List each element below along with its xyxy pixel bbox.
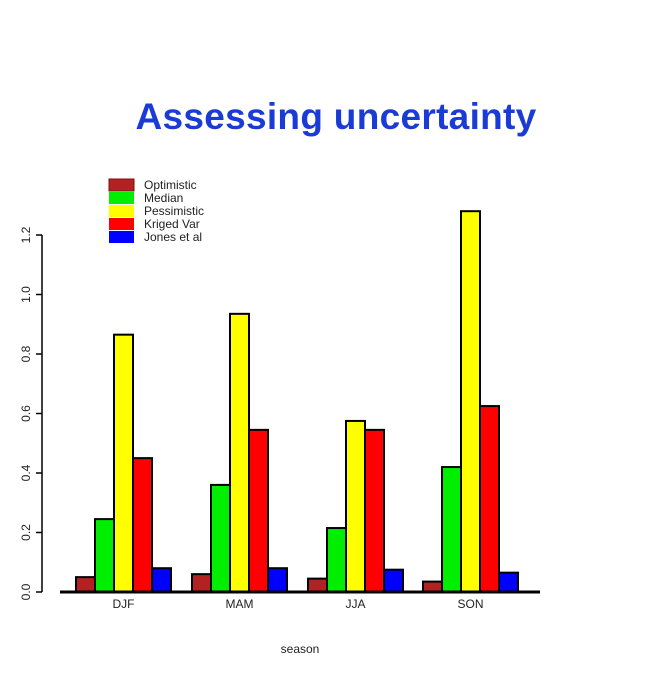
y-tick-label: 1.2 — [19, 226, 33, 243]
legend-label-pessimistic: Pessimistic — [144, 204, 204, 218]
bar-pessimistic-jja — [345, 419, 366, 593]
y-tick-label: 0.0 — [19, 583, 33, 600]
legend-swatch-kriged-var — [109, 218, 134, 230]
x-tick-label-djf: DJF — [113, 597, 135, 611]
legend-label-median: Median — [144, 191, 183, 205]
bar-median-mam — [210, 483, 231, 593]
slide-title: Assessing uncertainty — [135, 96, 537, 137]
bar-kriged-var-djf — [132, 457, 153, 593]
bar-median-djf — [94, 518, 115, 593]
bar-pessimistic-djf — [113, 333, 134, 593]
legend-swatch-jones-et-al — [109, 231, 134, 243]
bar-pessimistic-son — [460, 210, 481, 593]
y-tick-label: 0.4 — [19, 464, 33, 481]
legend-swatch-optimistic — [108, 178, 135, 192]
bar-median-son — [441, 466, 462, 593]
bar-optimistic-son — [422, 580, 443, 594]
legend-label-optimistic: Optimistic — [144, 178, 197, 192]
legend-swatch-pessimistic — [109, 205, 134, 217]
bar-kriged-var-mam — [248, 428, 269, 593]
bar-optimistic-djf — [75, 576, 96, 593]
legend-swatch-median — [109, 192, 134, 204]
bar-median-jja — [326, 527, 347, 593]
bar-jones-et-al-jja — [383, 568, 404, 593]
x-axis-title: season — [281, 642, 320, 656]
y-tick-label: 0.6 — [19, 405, 33, 422]
x-tick-label-son: SON — [457, 597, 483, 611]
bar-jones-et-al-mam — [267, 567, 288, 594]
bar-pessimistic-mam — [229, 312, 250, 593]
bar-jones-et-al-son — [498, 571, 519, 593]
x-tick-label-mam: MAM — [226, 597, 254, 611]
axes-group: 0.0 0.2 0.4 0.6 0.8 1.0 1.2 DJF MAM JJA SON season — [19, 226, 540, 656]
bar-optimistic-jja — [307, 577, 328, 593]
legend-label-jones-et-al: Jones et al — [144, 230, 202, 244]
bar-kriged-var-son — [479, 405, 500, 593]
bar-jones-et-al-djf — [151, 567, 172, 594]
y-tick-label: 0.2 — [19, 524, 33, 541]
legend-label-kriged-var: Kriged Var — [144, 217, 200, 231]
bars-group — [75, 210, 519, 594]
bar-kriged-var-jja — [364, 428, 385, 593]
bar-optimistic-mam — [191, 573, 212, 594]
y-tick-label: 0.8 — [19, 345, 33, 362]
x-tick-label-jja: JJA — [345, 597, 365, 611]
y-tick-label: 1.0 — [19, 286, 33, 303]
